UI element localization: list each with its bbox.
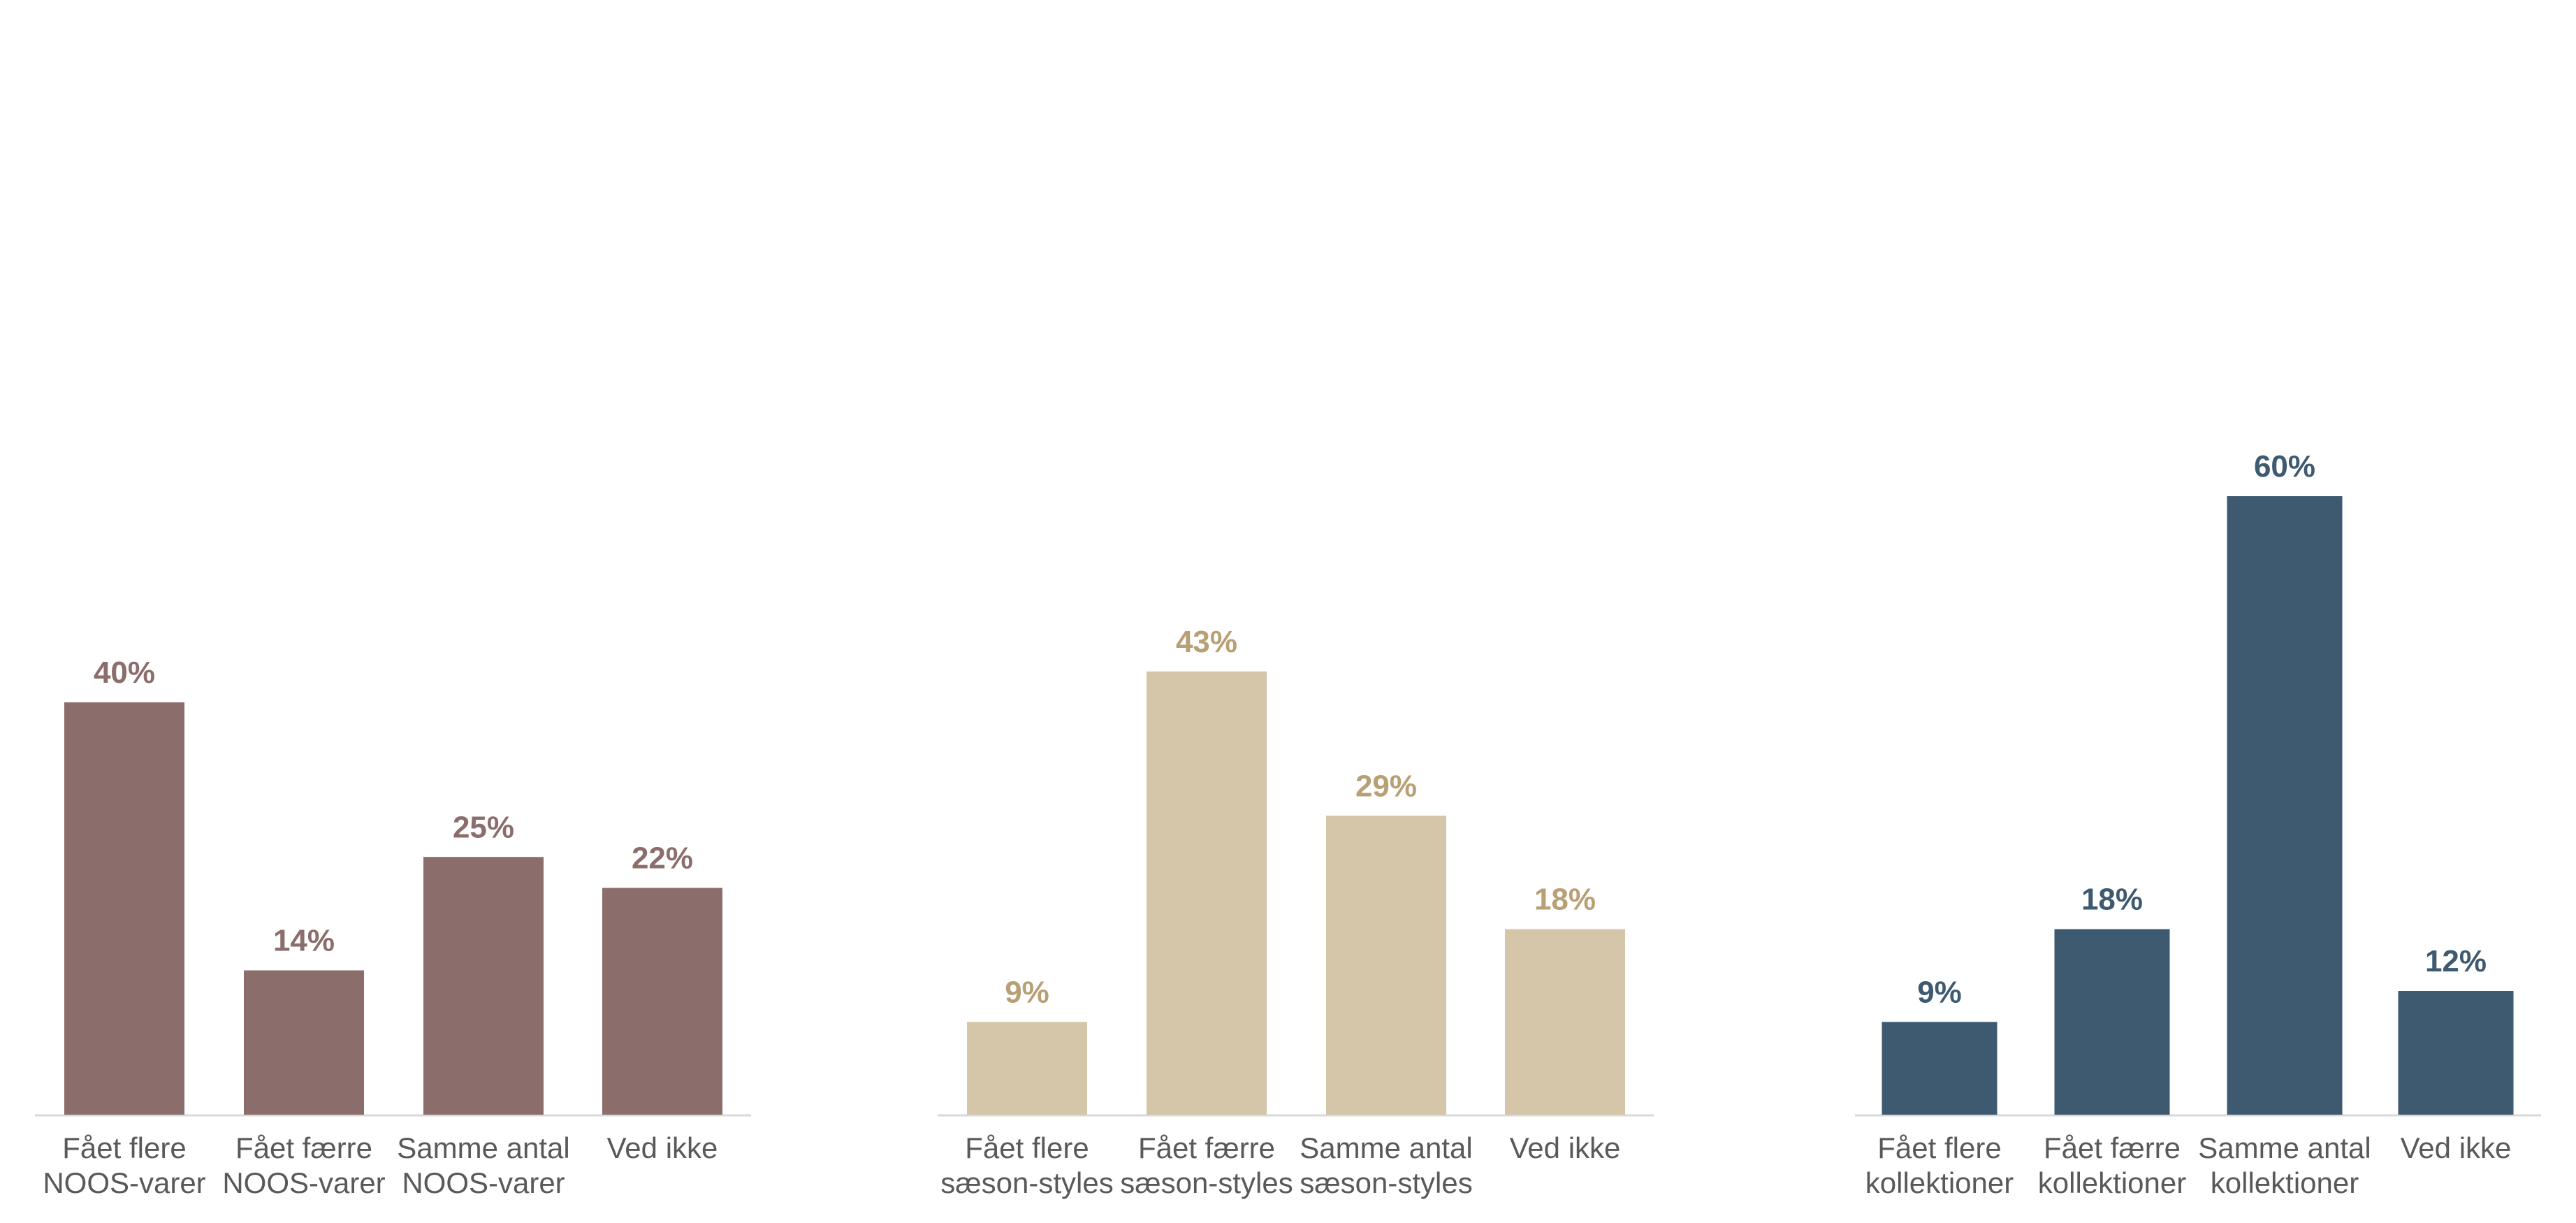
category-label: Ved ikke (2401, 1131, 2512, 1164)
category-label: Fået færre kollektioner (2038, 1131, 2186, 1199)
data-label: 14% (273, 924, 335, 958)
data-label: 18% (1534, 883, 1596, 917)
data-label: 22% (632, 841, 693, 876)
category-label: Samme antal sæson-styles (1300, 1131, 1472, 1199)
bar (2398, 991, 2514, 1115)
chart-3: 9% Fået flere kollektioner 18% Fået færre kol… (1855, 449, 2541, 1199)
data-label: 25% (453, 810, 514, 844)
category-label: Fået flere sæson-styles (940, 1131, 1113, 1199)
category-label: Ved ikke (1510, 1131, 1621, 1164)
data-label: 29% (1355, 769, 1417, 803)
bar (1505, 929, 1625, 1115)
category-label: Ved ikke (607, 1131, 718, 1164)
data-label: 60% (2254, 449, 2315, 484)
category-label: Samme antal NOOS-varer (397, 1131, 569, 1199)
bar (1882, 1022, 1998, 1115)
bar (2054, 929, 2170, 1115)
bar (602, 888, 722, 1115)
data-label: 9% (1005, 975, 1049, 1009)
chart-1: 40% Fået flere NOOS-varer 14% Fået færre NOOS… (35, 656, 751, 1199)
bar (2227, 496, 2343, 1115)
bar (967, 1022, 1087, 1115)
category-label: Fået færre NOOS-varer (222, 1131, 385, 1199)
category-label: Fået flere NOOS-varer (43, 1131, 205, 1199)
bar (64, 702, 184, 1115)
bar (1326, 816, 1446, 1115)
chart-2: 9% Fået flere sæson-styles 43% Fået færre sæs… (938, 625, 1654, 1199)
category-label: Fået flere kollektioner (1865, 1131, 2014, 1199)
bar (423, 857, 544, 1115)
category-label: Samme antal kollektioner (2198, 1131, 2371, 1199)
data-label: 12% (2425, 944, 2487, 978)
category-label: Fået færre sæson-styles (1120, 1131, 1293, 1199)
data-label: 18% (2081, 883, 2143, 917)
data-label: 40% (94, 656, 155, 690)
bar (244, 970, 364, 1115)
bar (1147, 671, 1267, 1115)
data-label: 43% (1176, 625, 1237, 659)
data-label: 9% (1917, 975, 1962, 1009)
